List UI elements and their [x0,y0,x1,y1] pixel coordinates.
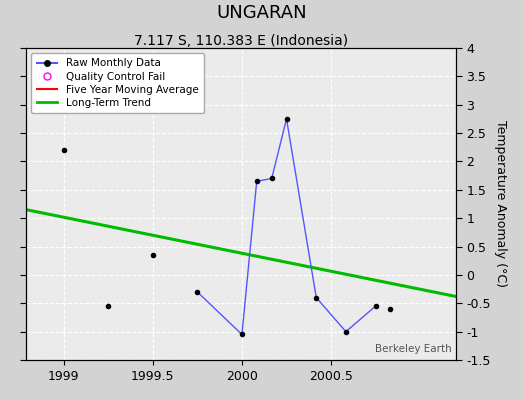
Title: 7.117 S, 110.383 E (Indonesia): 7.117 S, 110.383 E (Indonesia) [134,34,348,48]
Text: Berkeley Earth: Berkeley Earth [375,344,452,354]
Y-axis label: Temperature Anomaly (°C): Temperature Anomaly (°C) [495,120,507,288]
Legend: Raw Monthly Data, Quality Control Fail, Five Year Moving Average, Long-Term Tren: Raw Monthly Data, Quality Control Fail, … [31,53,204,113]
Text: UNGARAN: UNGARAN [217,4,307,22]
